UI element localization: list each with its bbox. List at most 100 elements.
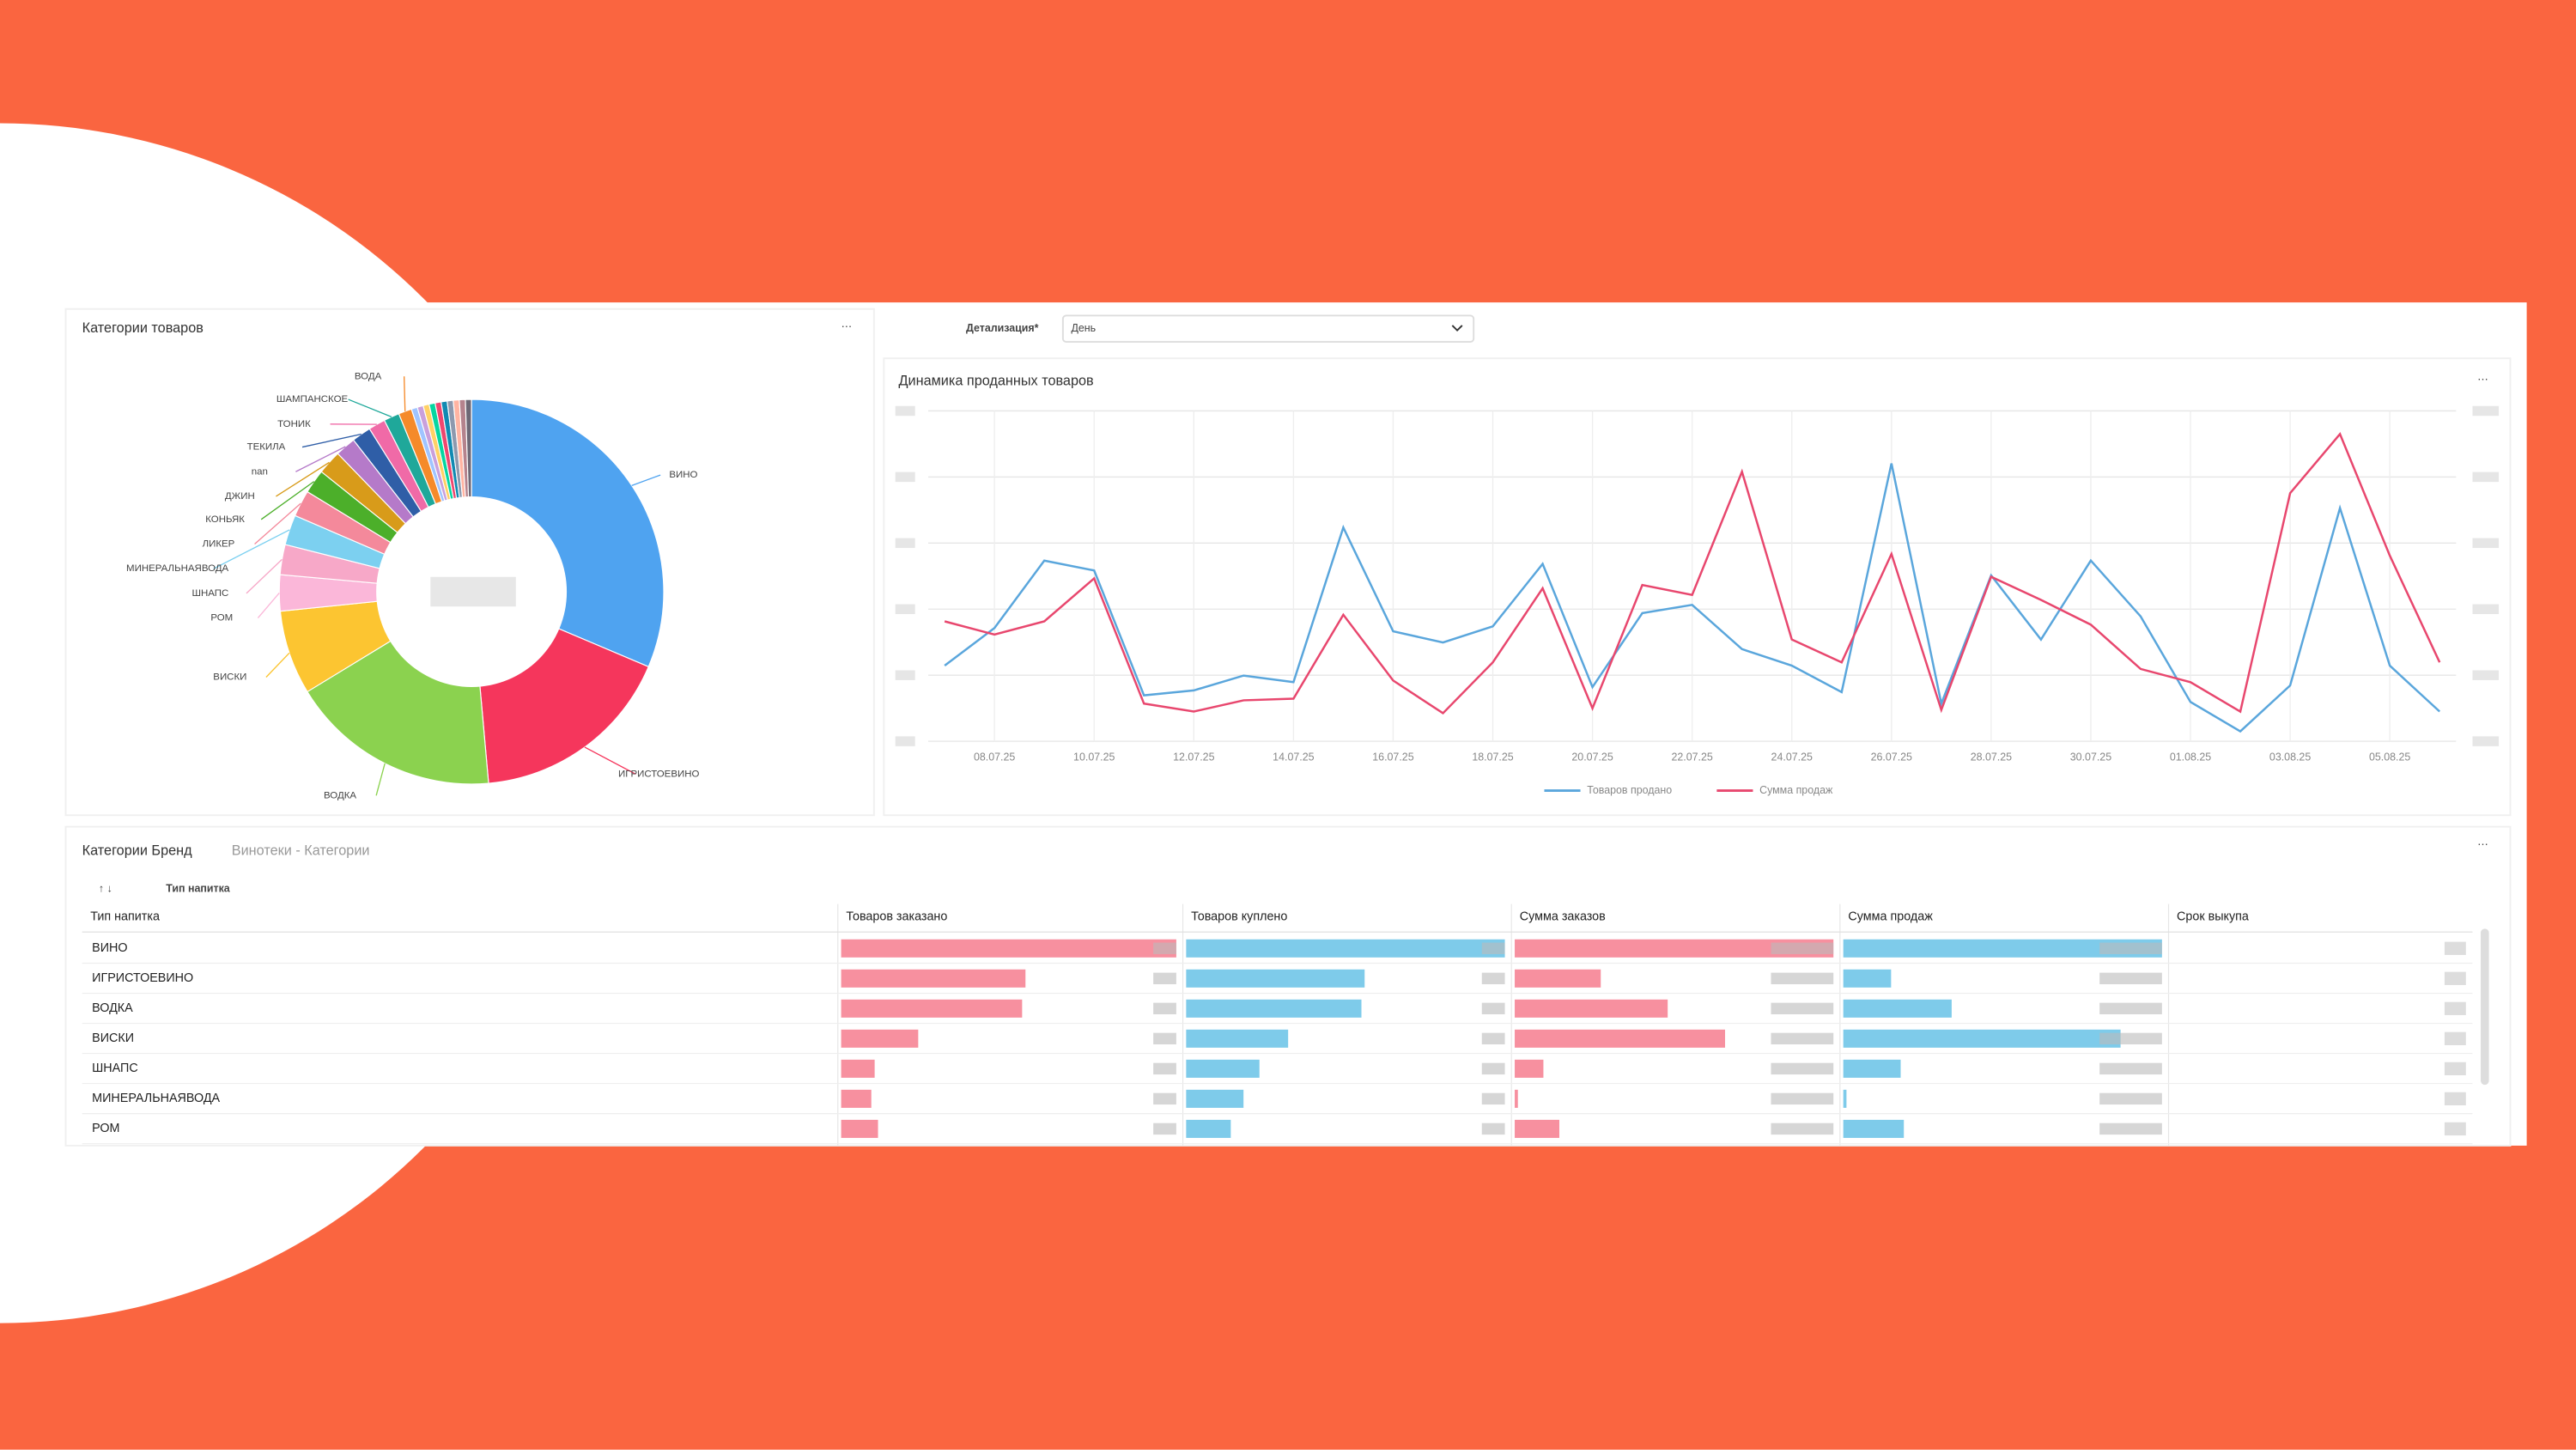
blurred-value [1153, 1093, 1176, 1104]
column-header: Товаров заказано [846, 910, 947, 924]
column-header: Тип напитка [90, 910, 160, 924]
slice-label: ТОНИК [277, 419, 311, 429]
table-bar [1186, 970, 1364, 988]
blurred-value [2099, 1093, 2162, 1104]
blurred-tick [896, 406, 915, 416]
x-tick-label: 03.08.25 [2269, 751, 2311, 764]
blurred-value [1771, 1003, 1834, 1014]
row-label: РОМ [92, 1122, 119, 1135]
blurred-value [1771, 1033, 1834, 1044]
x-tick-label: 01.08.25 [2170, 751, 2211, 764]
x-tick-label: 08.07.25 [974, 751, 1015, 764]
row-label: ВИСКИ [92, 1031, 134, 1045]
column-header: Сумма продаж [1848, 910, 1933, 924]
table-bar [841, 1060, 875, 1078]
blurred-value [2445, 1092, 2466, 1105]
slice-label: nan [252, 466, 268, 477]
x-tick-label: 20.07.25 [1571, 751, 1613, 764]
table-bar [841, 970, 1026, 988]
row-label: ВИНО [92, 941, 127, 955]
table-bar [1844, 1120, 1905, 1138]
x-tick-label: 26.07.25 [1871, 751, 1912, 764]
table-bar [841, 1030, 919, 1048]
blurred-value [1153, 1033, 1176, 1044]
table-bar [1844, 970, 1892, 988]
table-bar [841, 940, 1176, 958]
slice-label: ВИНО [669, 470, 697, 480]
menu[interactable]: ⋯ [2477, 373, 2488, 385]
table-title: Категории Бренд [82, 843, 192, 859]
x-tick-label: 05.08.25 [2369, 751, 2410, 764]
blurred-value [2099, 1033, 2162, 1044]
filter-select[interactable] [1063, 315, 1473, 342]
blurred-tick [896, 670, 915, 679]
table-bar [1844, 1030, 2121, 1048]
blurred-value [1771, 943, 1834, 954]
blurred-value [2099, 973, 2162, 984]
blurred-tick [2472, 605, 2499, 614]
blurred-value [2445, 942, 2466, 955]
pie-title: Категории товаров [82, 320, 204, 336]
blurred-value [2099, 1063, 2162, 1074]
menu[interactable]: ⋯ [2477, 838, 2488, 850]
legend-label: Сумма продаж [1759, 784, 1833, 796]
x-tick-label: 22.07.25 [1671, 751, 1712, 764]
blurred-value [1771, 1093, 1834, 1104]
table-bar [1515, 1030, 1725, 1048]
blurred-value [1771, 973, 1834, 984]
blurred-tick [2472, 736, 2499, 745]
sort-label: Тип напитка [166, 883, 230, 895]
blurred-tick [2472, 406, 2499, 416]
table-bar [1844, 1060, 1901, 1078]
x-tick-label: 24.07.25 [1771, 751, 1813, 764]
blurred-value [1771, 1063, 1834, 1074]
filter-label: Детализация* [966, 322, 1039, 334]
sort-icons[interactable]: ↑ ↓ [99, 883, 112, 895]
slice-label: РОМ [210, 613, 233, 624]
x-tick-label: 18.07.25 [1472, 751, 1513, 764]
slice-label: ТЕКИЛА [247, 442, 286, 453]
x-tick-label: 28.07.25 [1971, 751, 2012, 764]
slice-label: ВОДКА [324, 790, 356, 800]
table-bar [1515, 1090, 1518, 1108]
row-label: ВОДКА [92, 1001, 133, 1015]
row-label: ШНАПС [92, 1062, 138, 1075]
blurred-value [1482, 1093, 1505, 1104]
blurred-value [1482, 1063, 1505, 1074]
table-bar [1515, 970, 1601, 988]
blurred-value [2445, 1032, 2466, 1045]
table-bar [1186, 1120, 1230, 1138]
slice-label: ШАМПАНСКОЕ [276, 394, 349, 405]
table-subtitle: Винотеки - Категории [232, 843, 370, 859]
blurred-value [1482, 1123, 1505, 1135]
blurred-tick [896, 538, 915, 548]
table-bar [1186, 1000, 1361, 1018]
slice-label: ВИСКИ [213, 672, 246, 683]
blurred-tick [896, 472, 915, 482]
table-bar [1186, 1030, 1288, 1048]
x-tick-label: 16.07.25 [1372, 751, 1413, 764]
blurred-value [1771, 1123, 1834, 1135]
menu[interactable]: ⋯ [841, 320, 852, 332]
blurred-value [2099, 943, 2162, 954]
legend-label: Товаров продано [1587, 784, 1672, 796]
x-tick-label: 30.07.25 [2070, 751, 2111, 764]
table-bar [841, 1000, 1023, 1018]
slice-label: ИГРИСТОЕВИНО [618, 769, 699, 779]
blurred-value [1153, 943, 1176, 954]
blurred-value [2445, 1062, 2466, 1075]
blurred-tick [2472, 472, 2499, 482]
filter-value: День [1071, 322, 1096, 334]
slice-label: ДЖИН [225, 491, 255, 502]
slice-label: ВОДА [355, 371, 382, 381]
slice-label: ЛИКЕР [203, 539, 235, 550]
blurred-value [2445, 972, 2466, 985]
line-title: Динамика проданных товаров [899, 373, 1094, 388]
blurred-value [1153, 973, 1176, 984]
blurred-tick [896, 736, 915, 745]
table-bar [1186, 1060, 1259, 1078]
table-bar [1515, 1060, 1543, 1078]
blurred-tick [2472, 538, 2499, 548]
blurred-value [1482, 943, 1505, 954]
